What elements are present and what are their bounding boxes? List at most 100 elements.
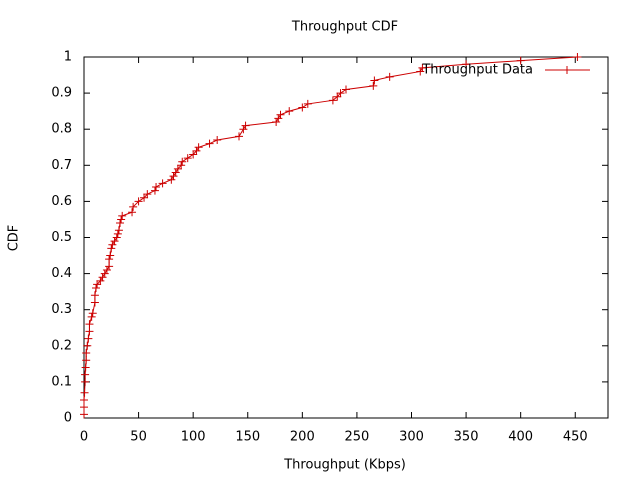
data-point xyxy=(140,193,149,202)
data-point xyxy=(194,143,203,152)
data-point xyxy=(82,356,91,365)
legend-label: Throughput Data xyxy=(421,63,533,78)
data-point xyxy=(105,262,114,271)
data-point xyxy=(98,273,107,282)
data-point xyxy=(80,403,88,412)
x-tick-label: 300 xyxy=(399,430,424,445)
x-tick-label: 250 xyxy=(345,430,370,445)
data-point xyxy=(80,410,88,419)
data-point xyxy=(134,197,143,206)
y-tick-label: 0.8 xyxy=(51,122,72,137)
data-point xyxy=(573,53,582,61)
data-point xyxy=(92,284,101,293)
data-point xyxy=(116,219,125,228)
data-point xyxy=(128,208,137,217)
data-point xyxy=(213,136,222,145)
data-point xyxy=(113,229,122,238)
data-point xyxy=(108,240,117,249)
data-point xyxy=(173,164,182,173)
x-tick-label: 0 xyxy=(80,430,88,445)
data-point xyxy=(272,117,281,126)
y-tick-label: 0.4 xyxy=(51,266,72,281)
data-point xyxy=(205,139,214,148)
data-point xyxy=(84,334,93,343)
data-point xyxy=(150,186,159,195)
legend-marker xyxy=(563,66,571,74)
data-point xyxy=(303,99,312,108)
data-point xyxy=(102,265,111,274)
data-point xyxy=(81,363,90,372)
data-point xyxy=(80,388,89,397)
data-point xyxy=(336,89,345,98)
data-point xyxy=(274,114,283,123)
y-axis-label: CDF xyxy=(7,225,22,252)
data-point xyxy=(82,349,91,358)
chart-title: Throughput CDF xyxy=(291,20,398,35)
data-point xyxy=(129,202,138,211)
y-tick-label: 0.6 xyxy=(51,194,72,209)
data-point xyxy=(105,255,114,264)
data-point xyxy=(177,161,186,170)
data-point xyxy=(100,269,109,278)
x-tick-label: 450 xyxy=(563,430,588,445)
data-point xyxy=(342,85,350,94)
data-point xyxy=(169,172,178,181)
data-point xyxy=(87,312,96,321)
data-point xyxy=(143,190,152,199)
data-point xyxy=(85,320,94,329)
data-point xyxy=(93,280,102,289)
data-point xyxy=(516,56,525,65)
y-tick-label: 1 xyxy=(64,50,72,65)
plot-frame xyxy=(83,56,609,419)
y-tick-label: 0.7 xyxy=(51,158,72,173)
data-line xyxy=(83,56,578,415)
data-point xyxy=(241,121,250,130)
data-point xyxy=(239,125,248,134)
y-tick-label: 0.9 xyxy=(51,86,72,101)
x-tick-label: 150 xyxy=(235,430,260,445)
data-point xyxy=(158,179,167,188)
x-tick-label: 200 xyxy=(290,430,315,445)
data-point xyxy=(90,291,99,300)
data-point xyxy=(333,92,342,101)
x-tick-label: 100 xyxy=(181,430,206,445)
data-point xyxy=(90,298,99,307)
data-point xyxy=(81,377,90,386)
data-point xyxy=(178,157,187,166)
x-tick-label: 350 xyxy=(454,430,479,445)
data-point xyxy=(369,81,378,90)
y-tick-label: 0.3 xyxy=(51,302,72,317)
data-point xyxy=(117,215,126,224)
data-point xyxy=(276,110,285,119)
data-point xyxy=(385,72,394,81)
data-point xyxy=(298,103,307,112)
data-point xyxy=(152,182,161,191)
data-point xyxy=(112,233,121,242)
data-point xyxy=(106,251,115,260)
data-point xyxy=(285,107,294,116)
x-tick-label: 400 xyxy=(508,430,533,445)
data-point xyxy=(235,132,244,141)
data-point xyxy=(370,76,379,85)
data-point xyxy=(418,63,427,72)
data-point xyxy=(328,96,337,105)
data-point xyxy=(107,244,116,253)
data-point xyxy=(167,175,176,184)
y-tick-label: 0 xyxy=(64,411,72,426)
data-point xyxy=(171,168,180,177)
y-tick-label: 0.5 xyxy=(51,230,72,245)
data-point xyxy=(81,370,90,379)
data-point xyxy=(189,150,198,159)
data-point xyxy=(118,211,127,220)
x-axis-label: Throughput (Kbps) xyxy=(283,458,406,473)
data-point xyxy=(83,341,92,350)
y-tick-label: 0.2 xyxy=(51,338,72,353)
data-point xyxy=(462,60,471,69)
data-point xyxy=(88,309,97,318)
data-point xyxy=(183,154,192,163)
data-point xyxy=(80,395,88,404)
data-point xyxy=(110,237,119,246)
data-point xyxy=(85,327,94,336)
